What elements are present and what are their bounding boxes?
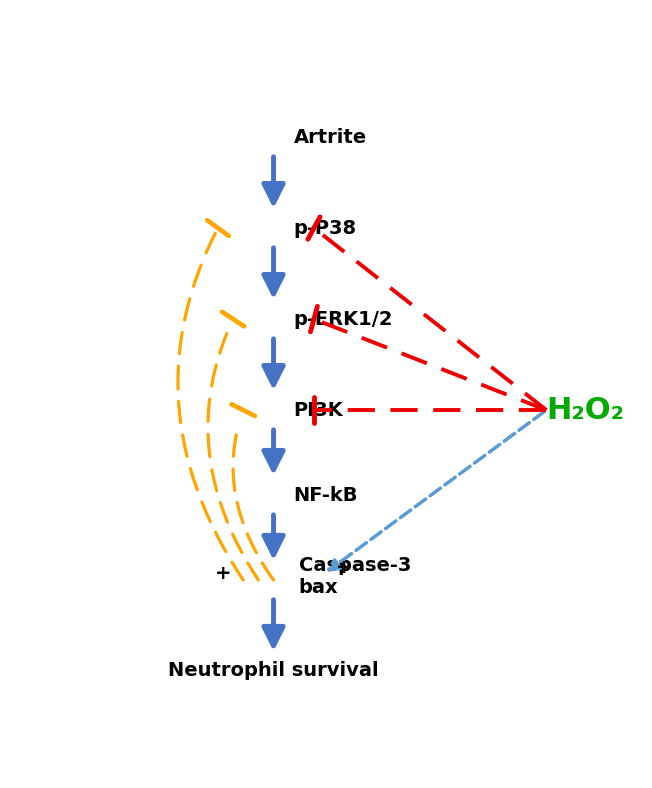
Text: +: + <box>336 559 353 578</box>
Text: Artrite: Artrite <box>293 128 367 147</box>
Text: Caspase-3
bax: Caspase-3 bax <box>299 556 411 597</box>
Text: p-P38: p-P38 <box>293 218 357 237</box>
Text: H₂O₂: H₂O₂ <box>546 396 625 425</box>
Text: Neutrophil survival: Neutrophil survival <box>168 661 379 681</box>
Text: PI3K: PI3K <box>293 400 344 419</box>
Text: NF-kB: NF-kB <box>293 485 358 504</box>
Text: +: + <box>215 564 231 583</box>
Text: p-ERK1/2: p-ERK1/2 <box>293 310 393 329</box>
